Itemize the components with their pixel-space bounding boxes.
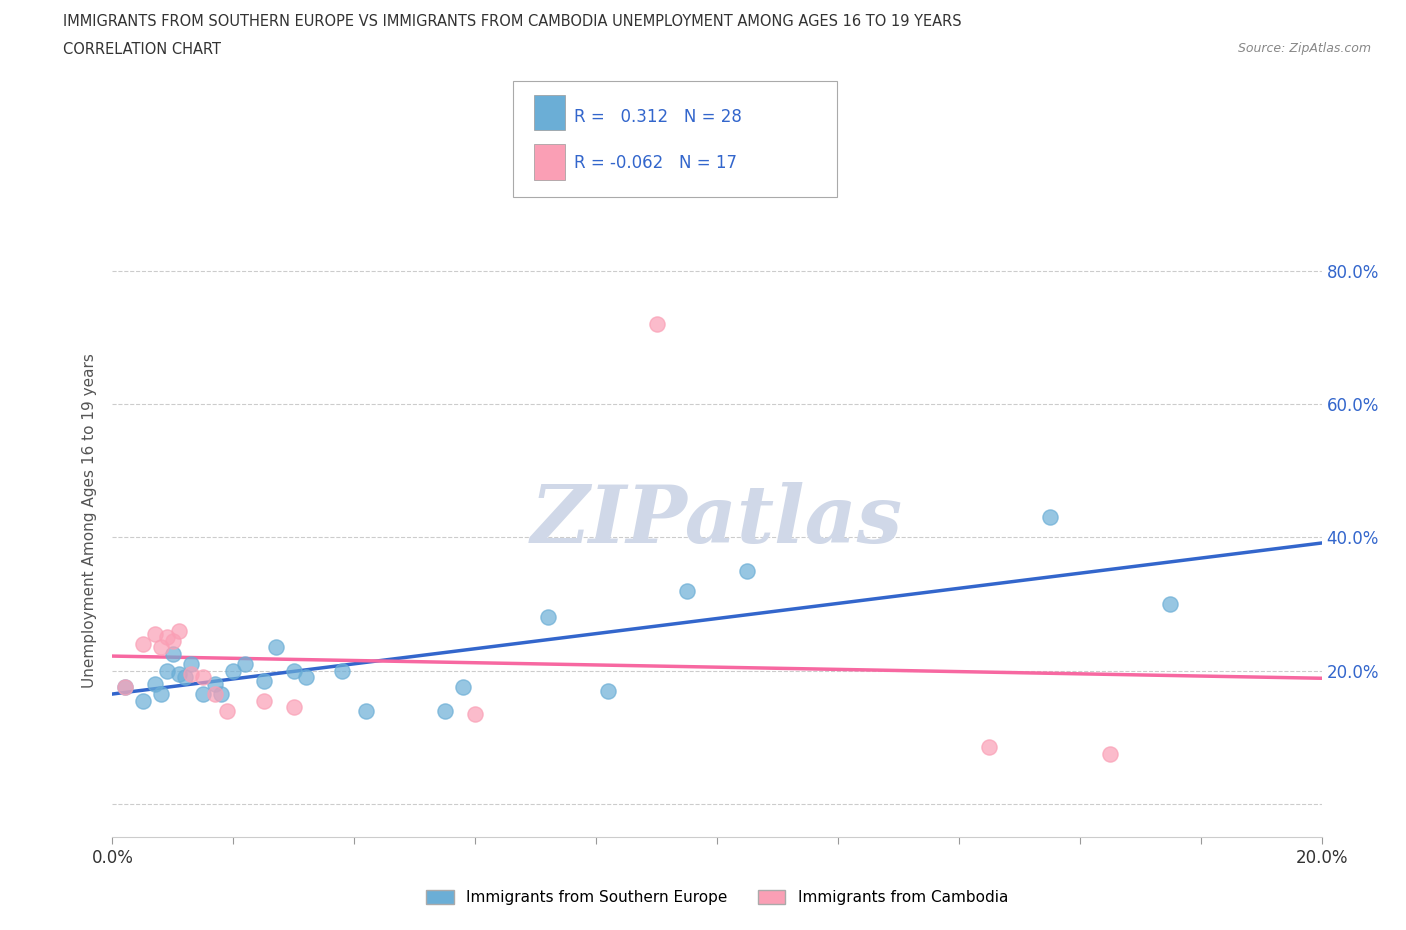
Point bbox=[156, 663, 179, 678]
Point bbox=[132, 636, 155, 651]
Point bbox=[1098, 747, 1121, 762]
Point bbox=[180, 667, 202, 682]
Point bbox=[191, 686, 214, 701]
Point bbox=[143, 676, 166, 691]
Point bbox=[295, 670, 318, 684]
Text: R = -0.062   N = 17: R = -0.062 N = 17 bbox=[574, 153, 737, 171]
Point bbox=[283, 699, 305, 714]
Point bbox=[264, 640, 287, 655]
Point bbox=[1159, 596, 1181, 611]
Point bbox=[204, 676, 226, 691]
Text: Source: ZipAtlas.com: Source: ZipAtlas.com bbox=[1237, 42, 1371, 55]
Y-axis label: Unemployment Among Ages 16 to 19 years: Unemployment Among Ages 16 to 19 years bbox=[82, 353, 97, 688]
Point bbox=[167, 667, 190, 682]
Point bbox=[737, 564, 759, 578]
Point bbox=[149, 640, 172, 655]
Point bbox=[162, 633, 184, 648]
Point bbox=[283, 663, 305, 678]
Point bbox=[149, 686, 172, 701]
Point bbox=[675, 583, 697, 598]
Point bbox=[174, 670, 197, 684]
Point bbox=[537, 610, 560, 625]
Point bbox=[598, 684, 620, 698]
Point bbox=[464, 707, 486, 722]
Point bbox=[253, 693, 276, 708]
Point bbox=[253, 673, 276, 688]
Point bbox=[191, 670, 214, 684]
Point bbox=[209, 686, 232, 701]
Legend: Immigrants from Southern Europe, Immigrants from Cambodia: Immigrants from Southern Europe, Immigra… bbox=[420, 884, 1014, 911]
Point bbox=[114, 680, 136, 695]
Text: ZIPatlas: ZIPatlas bbox=[531, 482, 903, 560]
Point bbox=[433, 703, 456, 718]
Text: CORRELATION CHART: CORRELATION CHART bbox=[63, 42, 221, 57]
Point bbox=[1038, 510, 1062, 525]
Point bbox=[235, 657, 257, 671]
Point bbox=[156, 630, 179, 644]
Point bbox=[180, 657, 202, 671]
Point bbox=[330, 663, 353, 678]
Point bbox=[167, 623, 190, 638]
Point bbox=[204, 686, 226, 701]
Point bbox=[222, 663, 245, 678]
Point bbox=[114, 680, 136, 695]
Point bbox=[451, 680, 474, 695]
Point bbox=[217, 703, 239, 718]
Point bbox=[977, 739, 1000, 754]
Text: R =   0.312   N = 28: R = 0.312 N = 28 bbox=[574, 108, 741, 126]
Point bbox=[645, 317, 668, 332]
Point bbox=[356, 703, 378, 718]
Point bbox=[143, 627, 166, 642]
Point bbox=[162, 646, 184, 661]
Text: IMMIGRANTS FROM SOUTHERN EUROPE VS IMMIGRANTS FROM CAMBODIA UNEMPLOYMENT AMONG A: IMMIGRANTS FROM SOUTHERN EUROPE VS IMMIG… bbox=[63, 14, 962, 29]
Point bbox=[132, 693, 155, 708]
